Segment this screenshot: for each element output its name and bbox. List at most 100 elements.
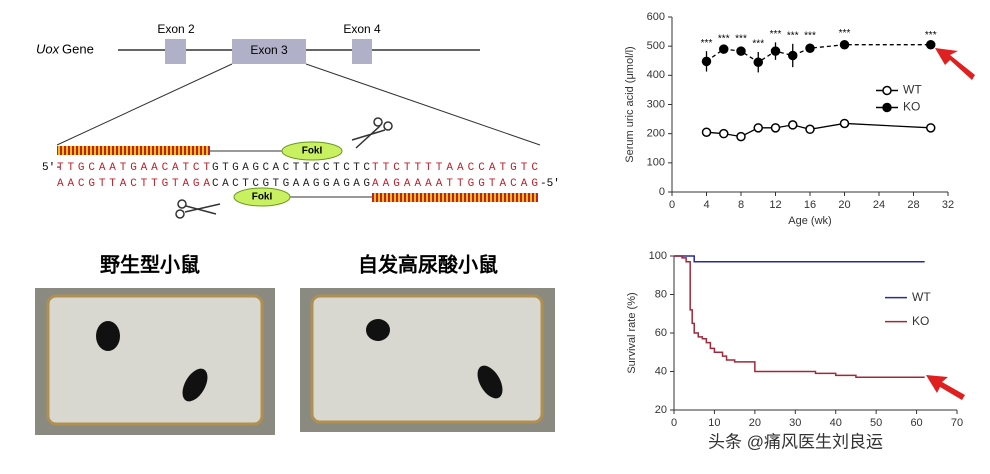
x-tick-label: 32 <box>942 199 954 211</box>
marker <box>926 39 936 50</box>
y-tick-label: 80 <box>655 288 667 300</box>
x-tick-label: 10 <box>708 417 720 429</box>
fokI-label: FokI <box>252 192 273 203</box>
survival-curve <box>674 255 925 263</box>
significance: *** <box>718 33 730 44</box>
legend-label: KO <box>912 314 929 328</box>
x-tick-label: 50 <box>870 417 882 429</box>
mouse <box>366 319 390 341</box>
y-tick-label: 60 <box>655 327 667 339</box>
photo-title: 野生型小鼠 <box>100 253 200 276</box>
mouse <box>477 365 503 399</box>
x-axis-label: Age (wk) <box>788 215 831 227</box>
marker <box>770 46 781 56</box>
marker <box>701 56 712 67</box>
marker <box>805 43 815 53</box>
x-tick-label: 40 <box>830 417 842 429</box>
y-tick-label: 200 <box>647 128 665 140</box>
mouse <box>182 368 208 402</box>
y-tick-label: 500 <box>647 40 665 52</box>
x-tick-label: 4 <box>703 199 709 211</box>
marker <box>753 123 763 133</box>
exon-box <box>352 39 372 64</box>
photos: 野生型小鼠 自发高尿酸小鼠 <box>35 252 555 435</box>
legend-label: WT <box>903 83 922 97</box>
x-tick-label: 20 <box>749 417 761 429</box>
marker <box>736 131 746 142</box>
significance: *** <box>701 38 713 49</box>
marker <box>770 123 781 133</box>
y-tick-label: 0 <box>659 186 665 198</box>
talen-arm <box>57 146 210 155</box>
legend-label: WT <box>912 290 931 304</box>
y-tick-label: 40 <box>655 365 667 377</box>
y-axis-label: Survival rate (%) <box>626 292 638 373</box>
zoom-line <box>305 63 541 146</box>
significance: *** <box>839 28 851 39</box>
x-tick-label: 12 <box>769 199 781 211</box>
cage <box>46 294 264 426</box>
arrow <box>926 375 965 400</box>
y-tick-label: 600 <box>647 11 665 23</box>
talen-arm <box>372 193 538 202</box>
x-tick-label: 8 <box>738 199 744 211</box>
legend-marker <box>882 102 892 113</box>
legend-label: KO <box>903 100 920 114</box>
marker <box>719 44 729 54</box>
marker <box>719 128 729 139</box>
marker <box>736 46 746 56</box>
x-tick-label: 0 <box>671 417 677 429</box>
y-tick-label: 100 <box>649 250 667 262</box>
significance: *** <box>752 39 764 50</box>
x-tick-label: 20 <box>838 199 850 211</box>
fokI <box>233 187 291 207</box>
x-tick-label: 28 <box>907 199 919 211</box>
scissors <box>175 199 221 219</box>
significance: *** <box>804 30 816 41</box>
x-tick-label: 70 <box>951 417 963 429</box>
exon-box <box>232 39 306 64</box>
x-tick-label: 24 <box>873 199 885 211</box>
y-tick-label: 300 <box>647 98 665 110</box>
y-tick-label: 20 <box>655 404 667 416</box>
marker <box>753 57 763 67</box>
x-tick-label: 16 <box>804 199 816 211</box>
marker <box>788 50 798 61</box>
fokI-label: FokI <box>302 146 323 157</box>
marker <box>926 123 936 133</box>
gene-name: Uox <box>36 41 60 56</box>
legend-marker <box>882 85 892 96</box>
marker <box>839 118 850 129</box>
x-tick-label: 0 <box>669 199 675 211</box>
y-tick-label: 400 <box>647 69 665 81</box>
exon-label: Exon 4 <box>343 22 381 36</box>
marker <box>805 124 815 135</box>
gene-label: Gene <box>62 41 94 56</box>
watermark: 头条 @痛风医生刘良运 <box>708 432 883 451</box>
sequence: TTGCAATGAACATCT <box>57 162 210 174</box>
cage <box>310 294 544 424</box>
marker <box>701 127 712 137</box>
strand-end: 5'- <box>42 162 62 174</box>
sequence: AACGTTACTTGTAGA <box>57 178 210 190</box>
x-tick-label: 30 <box>789 417 801 429</box>
marker <box>839 39 850 50</box>
x-tick-label: 60 <box>910 417 922 429</box>
survival-curve <box>674 255 925 379</box>
photo-title: 自发高尿酸小鼠 <box>358 252 498 276</box>
significance: *** <box>787 30 799 41</box>
exon-label: Exon 3 <box>250 43 288 57</box>
marker <box>788 120 798 130</box>
strand-end: -5' <box>540 178 560 190</box>
zoom-line <box>56 63 233 146</box>
significance: *** <box>770 29 782 40</box>
mouse <box>96 321 120 351</box>
significance: *** <box>735 33 747 44</box>
fokI <box>281 141 343 161</box>
exon-box <box>165 39 186 64</box>
exon-label: Exon 2 <box>157 22 195 36</box>
y-tick-label: 100 <box>647 157 665 169</box>
significance: *** <box>925 30 937 41</box>
